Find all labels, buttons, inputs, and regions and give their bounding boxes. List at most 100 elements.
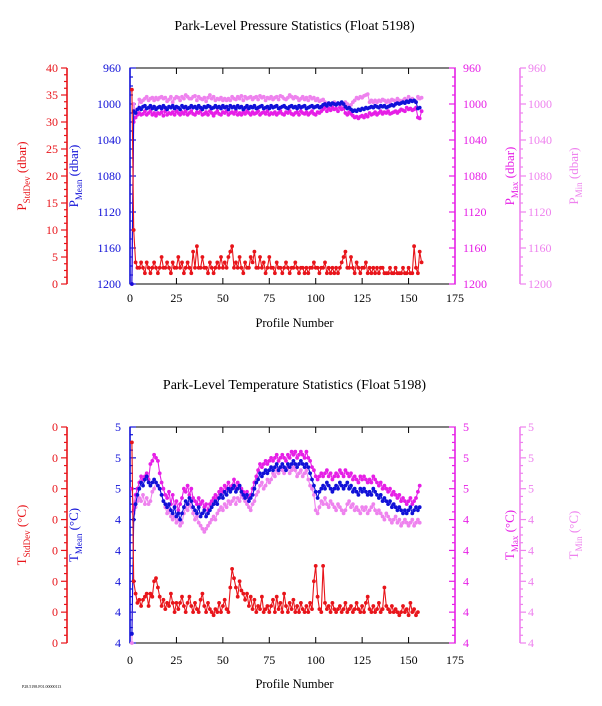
data-point xyxy=(287,601,292,605)
data-point xyxy=(154,480,158,485)
data-point xyxy=(308,483,312,488)
data-point xyxy=(150,459,155,463)
data-point xyxy=(373,271,377,276)
data-point xyxy=(386,514,390,519)
data-point xyxy=(287,271,292,276)
data-point xyxy=(198,597,203,602)
data-point xyxy=(297,112,301,117)
data-point xyxy=(295,474,299,479)
data-point xyxy=(165,260,170,265)
data-point xyxy=(321,265,325,270)
data-point xyxy=(258,607,262,611)
data-point xyxy=(178,112,183,117)
y-tick-label: 5 xyxy=(463,482,469,496)
data-point xyxy=(417,520,422,525)
y-label-subscript: Max xyxy=(510,181,520,198)
data-point xyxy=(339,508,344,513)
data-point xyxy=(187,493,192,497)
data-point xyxy=(143,502,147,506)
data-point xyxy=(410,271,415,276)
data-point xyxy=(330,601,335,605)
data-point xyxy=(397,613,402,618)
data-point xyxy=(202,95,207,100)
data-point xyxy=(369,610,374,614)
data-point xyxy=(286,265,290,270)
data-point xyxy=(360,604,364,608)
data-point xyxy=(180,511,184,516)
data-point xyxy=(176,255,181,259)
y-label-units: (dbar) xyxy=(66,145,81,180)
data-point xyxy=(297,271,301,276)
y-tick-label: 1000 xyxy=(97,97,121,111)
data-point xyxy=(226,610,231,614)
data-point xyxy=(163,493,168,497)
data-point xyxy=(159,480,164,485)
y-tick-label: 30 xyxy=(46,115,58,129)
data-point xyxy=(291,265,296,270)
data-point xyxy=(200,107,205,112)
data-point xyxy=(178,523,183,528)
y-tick-label: 25 xyxy=(46,142,58,156)
data-point xyxy=(133,111,138,115)
data-point xyxy=(287,109,292,114)
data-point xyxy=(180,594,184,599)
data-point xyxy=(313,564,318,568)
y-tick-label: 4 xyxy=(528,543,534,557)
data-point xyxy=(247,604,251,608)
data-point xyxy=(319,499,324,503)
data-point xyxy=(351,265,355,270)
y-axis-stddev: 0 0 0 0 0 0 0 0 TStdDev (°C) xyxy=(14,420,68,650)
data-point xyxy=(258,471,262,476)
series-min xyxy=(130,92,424,286)
data-point xyxy=(232,483,236,488)
data-point xyxy=(380,486,385,491)
y-tick-label: 0 xyxy=(52,636,58,650)
data-point xyxy=(261,471,266,476)
data-point xyxy=(193,499,197,503)
data-point xyxy=(417,505,422,510)
data-point xyxy=(414,520,418,525)
y-tick-label: 1160 xyxy=(528,241,552,255)
y-tick-label: 4 xyxy=(463,513,469,527)
data-point xyxy=(325,480,329,485)
data-point xyxy=(360,505,364,510)
y-axis-label: PMax (dbar) xyxy=(502,147,520,206)
data-point xyxy=(137,97,142,102)
data-point xyxy=(304,95,309,100)
data-point xyxy=(263,483,268,488)
data-point xyxy=(247,265,251,270)
data-point xyxy=(286,452,290,457)
data-point xyxy=(204,265,209,270)
data-point xyxy=(137,265,142,270)
data-point xyxy=(401,496,405,500)
y-tick-label: 1120 xyxy=(463,205,487,219)
data-point xyxy=(243,112,248,116)
data-point xyxy=(167,489,171,494)
data-point xyxy=(326,604,331,608)
data-point xyxy=(252,486,257,491)
series-mean xyxy=(130,98,422,286)
y-axis-max: 960 1000 1040 1080 1120 1160 1200 PMax (dbar) xyxy=(449,61,520,291)
y-tick-label: 4 xyxy=(463,605,469,619)
data-point xyxy=(367,508,372,513)
data-point xyxy=(299,459,303,463)
data-point xyxy=(206,601,210,605)
data-point xyxy=(343,508,348,513)
data-point xyxy=(412,499,416,503)
data-point xyxy=(341,474,346,479)
y-tick-label: 4 xyxy=(115,636,121,650)
data-point xyxy=(180,496,184,500)
data-point xyxy=(336,502,340,506)
y-tick-label: 5 xyxy=(528,482,534,496)
data-point xyxy=(211,94,216,99)
data-point xyxy=(339,471,344,476)
data-point xyxy=(367,489,372,494)
data-point xyxy=(274,452,279,457)
data-point xyxy=(319,610,324,614)
y-axis-label: TMean (°C) xyxy=(66,508,84,562)
series-group xyxy=(130,87,424,286)
data-point xyxy=(159,110,164,114)
data-point xyxy=(202,604,207,608)
data-point xyxy=(195,502,199,506)
data-point xyxy=(380,265,385,270)
